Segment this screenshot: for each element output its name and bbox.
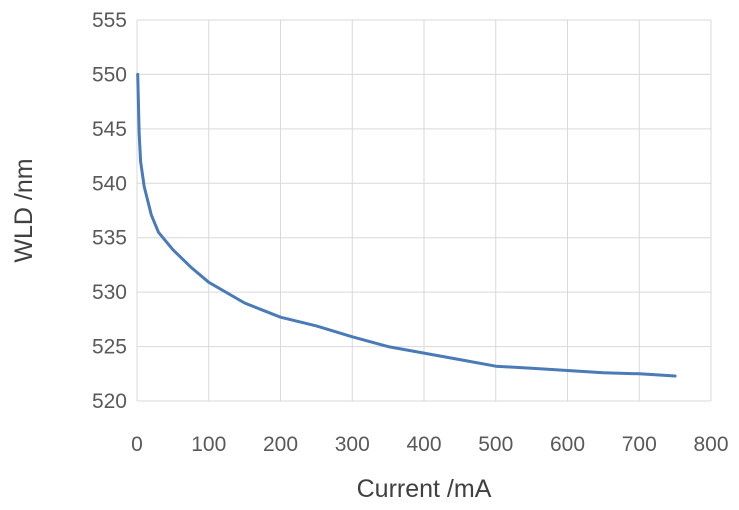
y-tick-label: 535 bbox=[92, 227, 127, 250]
grid bbox=[137, 20, 711, 401]
x-tick-label: 200 bbox=[263, 433, 298, 456]
x-tick-label: 400 bbox=[406, 433, 441, 456]
x-axis-title: Current /mA bbox=[357, 475, 492, 503]
y-tick-label: 545 bbox=[92, 118, 127, 141]
x-tick-label: 700 bbox=[622, 433, 657, 456]
y-tick-label: 525 bbox=[92, 336, 127, 359]
y-tick-label: 555 bbox=[92, 9, 127, 32]
series-layer bbox=[138, 74, 675, 376]
y-tick-labels: 520 525 530 535 540 545 550 555 bbox=[92, 9, 127, 413]
x-tick-label: 600 bbox=[550, 433, 585, 456]
y-tick-label: 540 bbox=[92, 172, 127, 195]
y-tick-label: 530 bbox=[92, 281, 127, 304]
x-tick-label: 300 bbox=[335, 433, 370, 456]
x-tick-label: 500 bbox=[478, 433, 513, 456]
y-tick-label: 550 bbox=[92, 63, 127, 86]
y-axis-title: WLD /nm bbox=[10, 158, 38, 262]
x-tick-label: 0 bbox=[131, 433, 143, 456]
x-tick-labels: 0 100 200 300 400 500 600 700 800 bbox=[131, 433, 728, 456]
y-tick-label: 520 bbox=[92, 390, 127, 413]
x-tick-label: 800 bbox=[693, 433, 728, 456]
x-tick-label: 100 bbox=[191, 433, 226, 456]
series-line-1 bbox=[138, 74, 675, 376]
